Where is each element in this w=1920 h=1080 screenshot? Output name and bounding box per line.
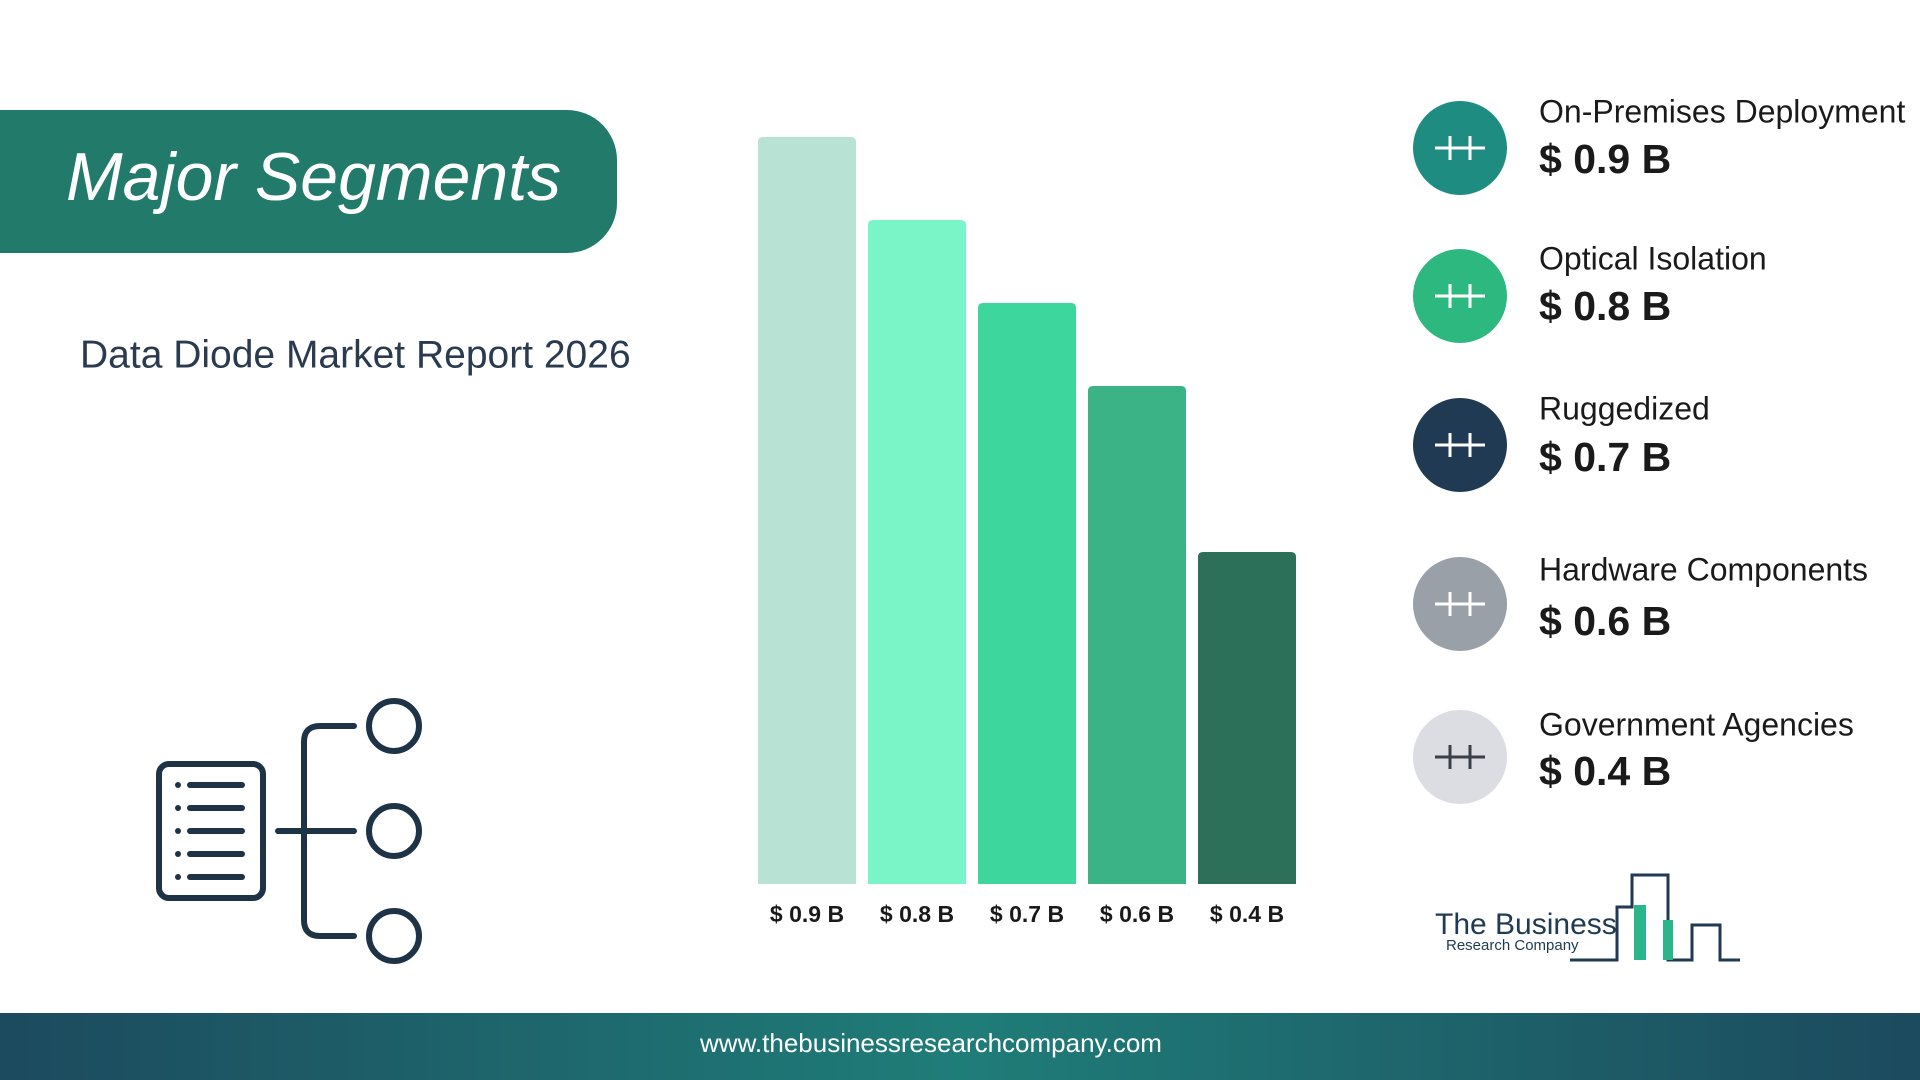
bar-value-label: $ 0.6 B [1100,901,1174,927]
segments-icon [156,698,422,964]
legend-value: $ 0.4 B [1539,748,1671,794]
subtitle: Data Diode Market Report 2026 [80,333,631,376]
legend: On-Premises Deployment $ 0.9 B Optical Iso… [1413,93,1905,804]
bar-chart: $ 0.9 B $ 0.8 B $ 0.7 B $ 0.6 B $ 0.4 B [758,137,1296,927]
bar-value-label: $ 0.8 B [880,901,954,927]
legend-icon-glyph [1435,284,1485,308]
bar [978,303,1076,884]
bar-value-label: $ 0.9 B [770,901,844,927]
logo-subtext: Research Company [1446,937,1579,954]
legend-label: On-Premises Deployment [1539,93,1905,129]
legend-value: $ 0.6 B [1539,598,1671,644]
bar [1198,552,1296,884]
bar [758,137,856,884]
logo: The Business Research Company [1435,873,1740,962]
legend-icon-glyph [1435,745,1485,769]
legend-icon-glyph [1435,592,1485,616]
logo-text: The Business [1435,908,1617,941]
legend-value: $ 0.7 B [1539,434,1671,480]
title-pill [0,110,617,253]
legend-value: $ 0.8 B [1539,283,1671,329]
bar [1088,386,1186,884]
legend-label: Hardware Components [1539,551,1868,587]
footer [0,1013,1920,1080]
legend-label: Optical Isolation [1539,240,1767,276]
footer-url: www.thebusinessresearchcompany.com [699,1028,1162,1058]
legend-label: Government Agencies [1539,706,1854,742]
legend-label: Ruggedized [1539,390,1710,426]
legend-icon-glyph [1435,136,1485,160]
legend-value: $ 0.9 B [1539,136,1671,182]
legend-icon-glyph [1435,433,1485,457]
bar-value-label: $ 0.4 B [1210,901,1284,927]
bar [868,220,966,884]
bar-value-label: $ 0.7 B [990,901,1064,927]
chart-title: Major Segments [66,139,561,215]
